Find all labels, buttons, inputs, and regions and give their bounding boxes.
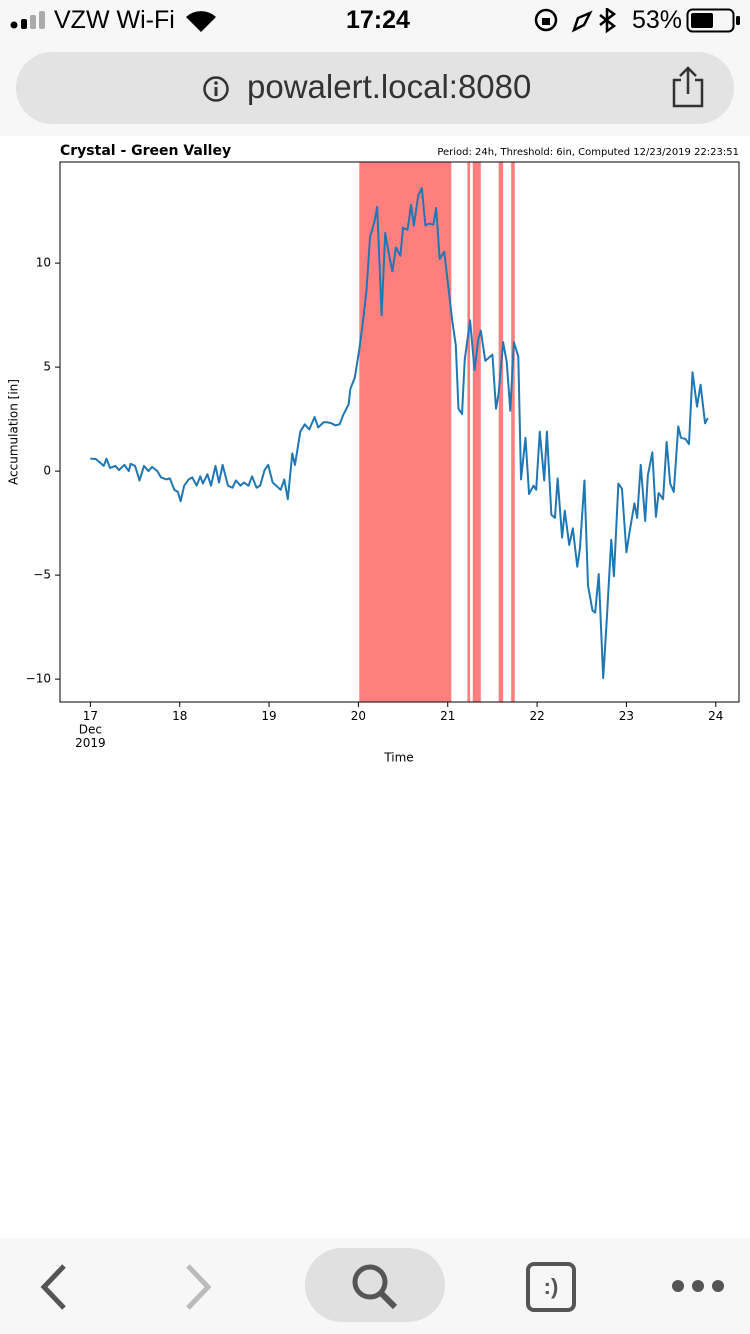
chart: Crystal - Green Valley Period: 24h, Thre… <box>7 143 740 765</box>
browser-toolbar: :) <box>0 1238 750 1334</box>
chart-title: Crystal - Green Valley <box>60 143 231 159</box>
url-bar[interactable]: powalert.local:8080 <box>16 52 734 124</box>
y-tick-label: 5 <box>43 360 51 374</box>
url: powalert.local:8080 <box>247 68 532 105</box>
y-tick-label: −10 <box>26 672 51 686</box>
highlight-span <box>511 162 515 702</box>
y-tick-label: 10 <box>36 256 51 270</box>
plot-frame <box>59 161 740 703</box>
tabs-button[interactable]: :) <box>526 1262 576 1312</box>
x-tick-label: 21 <box>440 709 455 723</box>
highlight-span <box>498 162 504 702</box>
x-axis-label: Time <box>383 751 413 765</box>
y-tick-label: 0 <box>43 464 51 478</box>
x-tick-label: 24 <box>708 709 723 723</box>
status-icons <box>534 8 617 34</box>
x-tick-label: 23 <box>619 709 634 723</box>
y-axis-label: Accumulation [in] <box>7 379 21 485</box>
wifi-icon <box>186 11 216 32</box>
highlight-span <box>472 162 481 702</box>
chart-subtitle: Period: 24h, Threshold: 6in, Computed 12… <box>437 147 739 158</box>
x-tick-label: 18 <box>172 709 187 723</box>
signal-icon <box>10 11 45 29</box>
search-button[interactable] <box>305 1248 445 1322</box>
search-icon <box>352 1264 398 1310</box>
x-tick-label: 20 <box>351 709 366 723</box>
info-icon <box>203 76 229 102</box>
menu-button[interactable] <box>668 1276 728 1296</box>
data-line <box>90 187 709 680</box>
carrier: VZW Wi-Fi <box>54 6 175 34</box>
highlight-span <box>359 162 452 702</box>
x-tick-label: 22 <box>529 709 544 723</box>
battery-percent: 53% <box>632 6 683 34</box>
back-button[interactable] <box>36 1262 70 1312</box>
highlight-span <box>467 162 471 702</box>
forward-button[interactable] <box>182 1262 216 1312</box>
battery-icon <box>686 8 740 33</box>
y-tick-label: −5 <box>33 568 51 582</box>
browser-header: VZW Wi-Fi 17:24 53% powalert.local:8080 <box>0 0 750 136</box>
clock: 17:24 <box>346 6 410 34</box>
x-tick-label: 17 Dec 2019 <box>75 709 106 750</box>
x-tick-label: 19 <box>261 709 276 723</box>
share-button[interactable] <box>670 66 706 108</box>
